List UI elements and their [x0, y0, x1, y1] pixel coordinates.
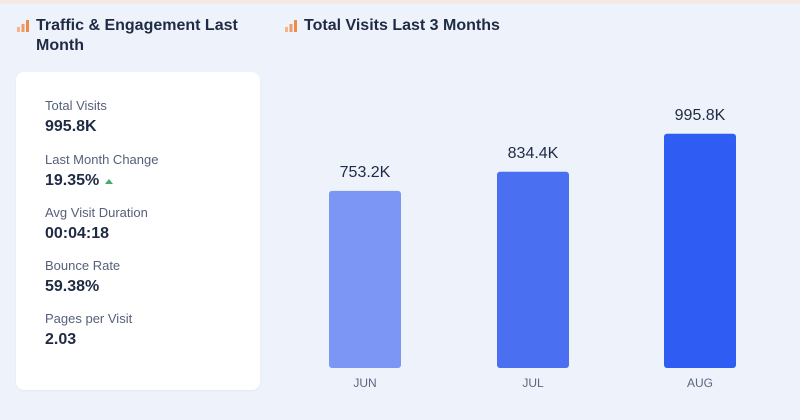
bar-jun: [329, 190, 401, 368]
stats-card: Total Visits 995.8K Last Month Change 19…: [16, 72, 260, 390]
bar-aug: [664, 133, 736, 368]
stat-label: Last Month Change: [45, 152, 159, 167]
stat-last-month-change: Last Month Change 19.35%: [45, 152, 158, 191]
data-label-jun: 753.2K: [340, 164, 391, 181]
bar-chart-icon: [285, 20, 297, 32]
tick-label-aug: AUG: [687, 376, 713, 390]
stat-value: 2.03: [45, 331, 77, 348]
stat-label: Pages per Visit: [45, 311, 133, 326]
stat-value: 59.38%: [45, 278, 100, 295]
total-visits-title-text: Total Visits Last 3 Months: [304, 17, 500, 34]
stat-label: Total Visits: [45, 98, 107, 113]
traffic-engagement-panel: Traffic & Engagement Last Month: [16, 16, 266, 56]
stat-label: Bounce Rate: [45, 258, 121, 273]
data-label-aug: 995.8K: [675, 107, 726, 124]
total-visits-bar-chart: 753.2K JUN 834.4K JUL 995.8K AUG: [329, 107, 736, 390]
stat-pages-per-visit: Pages per Visit 2.03: [45, 311, 132, 350]
stat-bounce-rate: Bounce Rate 59.38%: [45, 258, 120, 297]
top-strip: [0, 0, 800, 4]
stat-label: Avg Visit Duration: [45, 205, 148, 220]
tick-label-jun: JUN: [353, 376, 376, 390]
bar-chart-icon: [17, 20, 29, 32]
trend-up-icon: [105, 178, 114, 184]
total-visits-panel: Total Visits Last 3 Months: [284, 16, 500, 36]
traffic-engagement-title: Traffic & Engagement Last Month: [16, 16, 266, 56]
stat-value: 995.8K: [45, 118, 97, 135]
tick-label-jul: JUL: [522, 376, 544, 390]
data-label-jul: 834.4K: [508, 145, 559, 162]
traffic-engagement-title-text: Traffic & Engagement Last Month: [36, 17, 238, 54]
stat-avg-visit-duration: Avg Visit Duration 00:04:18: [45, 205, 148, 244]
stat-total-visits: Total Visits 995.8K: [45, 98, 107, 137]
bar-jul: [497, 171, 569, 368]
total-visits-title: Total Visits Last 3 Months: [284, 16, 500, 36]
stat-value: 19.35%: [45, 171, 158, 191]
stat-value: 00:04:18: [45, 225, 110, 242]
